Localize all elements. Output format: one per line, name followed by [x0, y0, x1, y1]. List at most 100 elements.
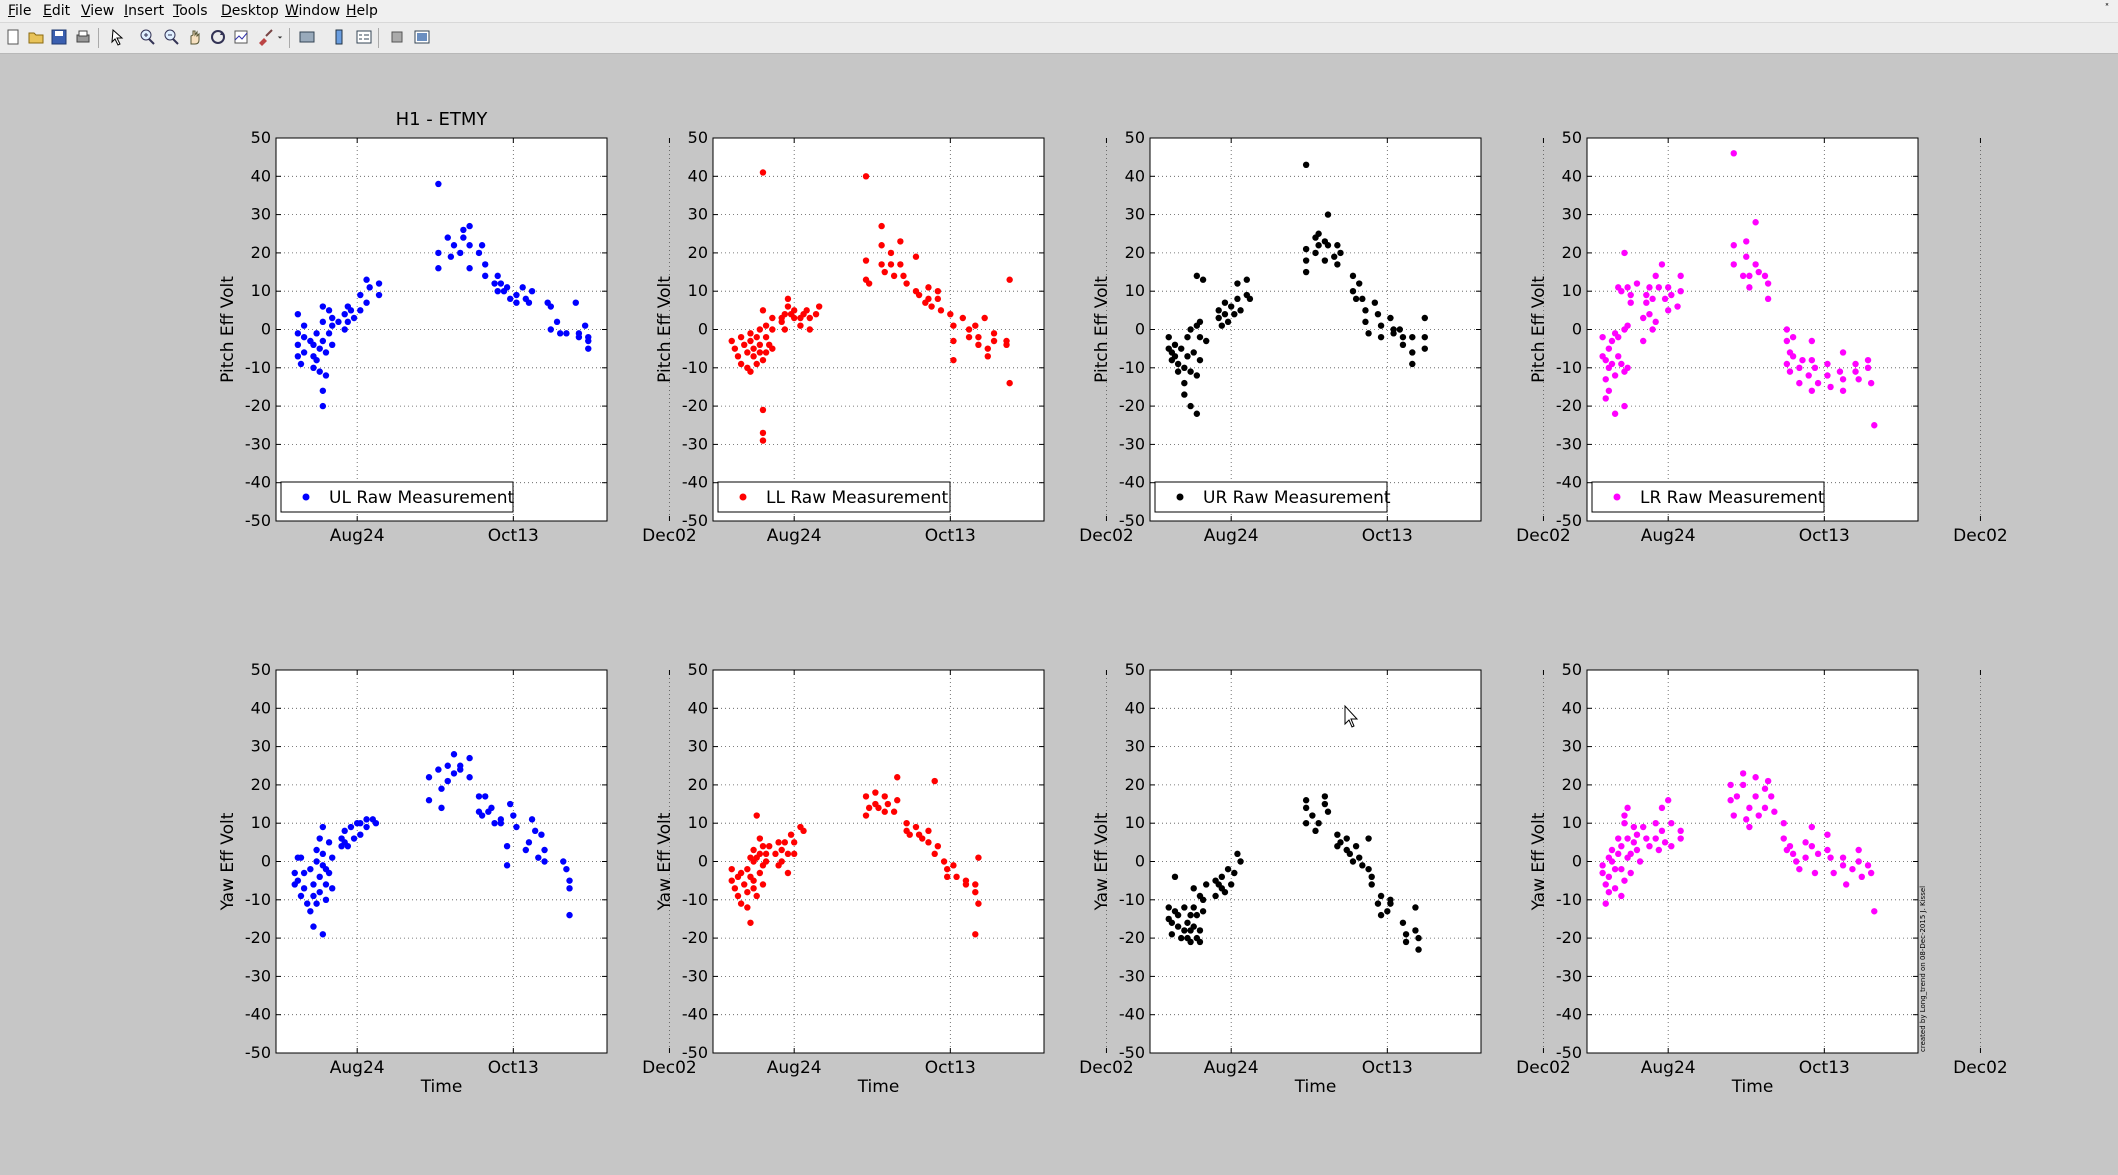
data-point: [1215, 307, 1222, 314]
data-point: [784, 850, 792, 858]
print-icon[interactable]: [74, 28, 92, 46]
new-figure-icon[interactable]: [4, 28, 22, 46]
data-point: [491, 280, 498, 287]
data-point: [1618, 892, 1625, 900]
data-point: [1849, 865, 1856, 873]
data-point: [897, 238, 904, 245]
dropdown-arrow-icon[interactable]: [275, 28, 285, 46]
data-point: [731, 345, 739, 352]
data-point: [341, 310, 348, 318]
data-point: [325, 839, 333, 846]
data-point: [347, 823, 355, 831]
data-point: [925, 839, 932, 846]
data-point: [319, 823, 327, 831]
dock-icon[interactable]: [413, 28, 431, 46]
x-tick-label: Dec02: [1953, 526, 2008, 546]
legend-icon[interactable]: [355, 28, 373, 46]
data-point: [1168, 931, 1176, 938]
data-point: [1337, 249, 1344, 257]
data-point: [1237, 307, 1244, 314]
data-point: [950, 356, 957, 364]
data-point: [1409, 360, 1416, 368]
data-point: [435, 180, 442, 188]
data-point: [1602, 900, 1609, 907]
data-point: [1643, 835, 1650, 842]
data-point: [1196, 938, 1204, 946]
data-point: [737, 900, 745, 907]
data-point: [425, 797, 433, 804]
data-point: [756, 341, 764, 349]
menu-help[interactable]: Help: [346, 3, 378, 19]
zoom-out-icon[interactable]: [162, 28, 180, 46]
menu-file[interactable]: File: [8, 3, 32, 19]
zoom-in-icon[interactable]: [138, 28, 156, 46]
data-point: [1365, 330, 1372, 337]
colorbar-icon[interactable]: [330, 28, 348, 46]
data-point: [1602, 376, 1609, 383]
y-tick-label: 30: [688, 205, 708, 224]
data-point: [435, 249, 442, 257]
data-point: [1871, 908, 1878, 915]
y-tick-label: 20: [1562, 243, 1582, 262]
y-tick-label: -40: [245, 473, 271, 492]
y-tick-label: -50: [682, 511, 708, 530]
data-point: [572, 299, 579, 306]
data-point: [1786, 842, 1794, 850]
menu-edit[interactable]: Edit: [43, 3, 71, 19]
data-point: [1780, 835, 1787, 842]
data-point: [1199, 276, 1207, 283]
menu-window[interactable]: Window: [285, 3, 341, 19]
data-point: [444, 234, 451, 241]
data-point: [535, 854, 542, 861]
data-point: [1761, 272, 1769, 280]
data-point: [322, 349, 330, 356]
data-point: [1677, 835, 1684, 842]
data-point: [1640, 337, 1647, 345]
data-point: [950, 337, 957, 345]
pan-hand-icon[interactable]: [186, 28, 204, 46]
data-point: [875, 804, 882, 812]
menu-insert[interactable]: Insert: [124, 3, 165, 19]
data-point: [1677, 272, 1684, 280]
data-cursor-icon[interactable]: [232, 28, 250, 46]
y-tick-label: -40: [245, 1005, 271, 1024]
data-point: [447, 253, 455, 260]
data-point: [1630, 839, 1638, 846]
data-point: [1193, 372, 1201, 379]
data-point: [1321, 793, 1329, 800]
data-point: [525, 299, 533, 306]
data-point: [1359, 295, 1366, 303]
data-point: [1377, 892, 1385, 900]
data-point: [934, 842, 942, 850]
data-point: [1165, 904, 1172, 911]
select-arrow-icon[interactable]: [108, 28, 126, 46]
menu-tools[interactable]: Tools: [173, 3, 208, 19]
close-icon[interactable]: ˟: [2104, 2, 2110, 16]
y-tick-label: -20: [245, 396, 271, 415]
data-point: [566, 877, 573, 884]
rotate-3d-icon[interactable]: [209, 28, 227, 46]
data-point: [1808, 337, 1816, 345]
link-plot-icon[interactable]: [298, 28, 316, 46]
brush-icon[interactable]: [256, 28, 274, 46]
data-point: [747, 330, 754, 337]
data-point: [1181, 927, 1188, 934]
y-tick-label: 30: [1125, 737, 1145, 756]
data-point: [466, 774, 473, 781]
data-point: [491, 820, 498, 827]
data-point: [1190, 885, 1197, 892]
open-file-icon[interactable]: [27, 28, 45, 46]
x-axis-label: Time: [1731, 1077, 1774, 1097]
legend-label: UR Raw Measurement: [1203, 488, 1391, 508]
y-tick-label: -30: [1556, 434, 1582, 453]
data-point: [1399, 341, 1407, 349]
data-point: [372, 820, 380, 827]
data-point: [503, 862, 511, 869]
save-icon[interactable]: [50, 28, 68, 46]
menu-desktop[interactable]: Desktop: [221, 3, 279, 19]
data-point: [497, 280, 505, 287]
menu-view[interactable]: View: [81, 3, 115, 19]
data-point: [1006, 276, 1013, 283]
hide-tools-icon[interactable]: [388, 28, 406, 46]
y-axis-label: Pitch Eff Volt: [218, 276, 238, 383]
